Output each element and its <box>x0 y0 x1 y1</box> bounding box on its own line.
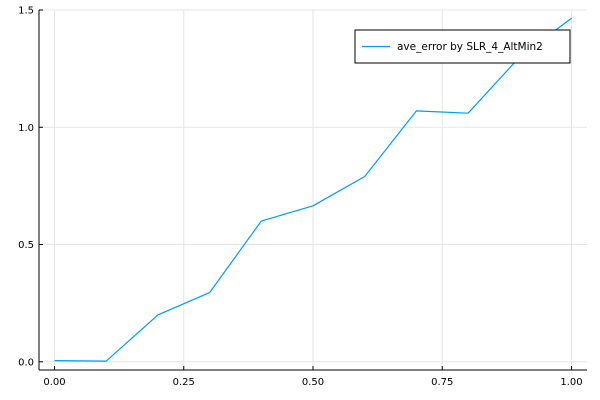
x-tick-label-0: 0.00 <box>43 377 65 388</box>
legend-box <box>354 29 571 64</box>
legend-label-0: ave_error by SLR_4_AltMin2 <box>397 41 543 53</box>
series-group <box>54 17 572 362</box>
y-tick-label-0: 0.0 <box>18 357 34 368</box>
y-tick-label-1: 0.5 <box>18 240 34 251</box>
x-tick-label-2: 0.50 <box>302 377 324 388</box>
tick-labels: 0.00 0.25 0.50 0.75 1.00 0.0 0.5 1.0 1.5 <box>18 6 583 389</box>
y-tick-label-3: 1.5 <box>18 6 34 17</box>
x-tick-label-1: 0.25 <box>173 377 195 388</box>
x-tick-label-4: 1.00 <box>560 377 582 388</box>
axes <box>38 9 587 371</box>
series-line-0 <box>54 17 572 362</box>
legend: ave_error by SLR_4_AltMin2 <box>354 29 571 64</box>
x-tick-label-3: 0.75 <box>431 377 453 388</box>
grid-lines <box>39 9 587 370</box>
y-tick-label-2: 1.0 <box>18 123 34 134</box>
